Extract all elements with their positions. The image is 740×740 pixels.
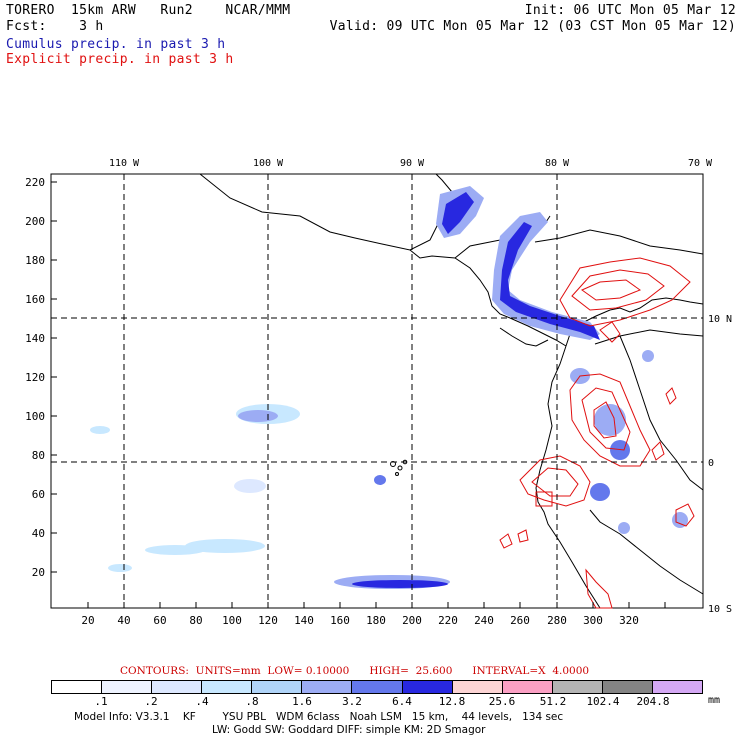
x-tick-label: 180 <box>366 614 386 627</box>
forecast-hour: Fcst: 3 h <box>6 19 104 34</box>
x-tick-label: 240 <box>474 614 494 627</box>
x-tick-label: 120 <box>258 614 278 627</box>
colorbar-swatch <box>402 681 453 693</box>
x-tick-label: 160 <box>330 614 350 627</box>
y-tick-label: 160 <box>25 293 45 306</box>
colorbar-swatch <box>502 681 553 693</box>
y-tick-label: 100 <box>25 410 45 423</box>
colorbar-label: .4 <box>195 695 209 708</box>
y-tick-label: 20 <box>32 566 45 579</box>
precip-map: 110 W 100 W 90 W 80 W 70 W 10 N 0 10 S 2… <box>25 158 732 627</box>
x-tick-label: 260 <box>510 614 530 627</box>
valid-time: Valid: 09 UTC Mon 05 Mar 12 (03 CST Mon … <box>329 19 736 34</box>
x-tick-label: 80 <box>189 614 202 627</box>
x-tick-label: 60 <box>153 614 166 627</box>
colorbar-label: 204.8 <box>636 695 670 708</box>
y-tick-label: 60 <box>32 488 45 501</box>
colorbar-label: 102.4 <box>586 695 620 708</box>
colorbar-swatch <box>302 681 353 693</box>
y-tick-label: 120 <box>25 371 45 384</box>
x-tick-label: 280 <box>547 614 567 627</box>
colorbar-label: .1 <box>94 695 108 708</box>
colorbar-swatch <box>452 681 503 693</box>
colorbar-swatch <box>552 681 603 693</box>
colorbar-swatch <box>52 681 103 693</box>
colorbar-swatch <box>202 681 253 693</box>
lon-label: 70 W <box>688 158 713 169</box>
lat-label: 0 <box>708 458 714 469</box>
colorbar-label: 51.2 <box>539 695 567 708</box>
x-tick-label: 100 <box>222 614 242 627</box>
colorbar-swatch <box>252 681 303 693</box>
colorbar-label: 25.6 <box>488 695 516 708</box>
lon-label: 90 W <box>400 158 425 169</box>
coastlines <box>199 173 704 609</box>
model-title: TORERO 15km ARW Run2 NCAR/MMM <box>6 3 291 18</box>
y-tick-label: 220 <box>25 176 45 189</box>
y-tick-label: 200 <box>25 215 45 228</box>
colorbar-swatch <box>652 681 703 693</box>
y-tick-label: 180 <box>25 254 45 267</box>
colorbar <box>51 680 703 694</box>
map-frame <box>50 173 704 609</box>
lon-label: 100 W <box>253 158 284 169</box>
latlon-grid <box>51 174 703 608</box>
colorbar-units: mm <box>708 695 721 706</box>
colorbar-swatch <box>152 681 203 693</box>
x-tick-label: 200 <box>402 614 422 627</box>
colorbar-label: 6.4 <box>392 695 412 708</box>
colorbar-label: .2 <box>144 695 158 708</box>
cumulus-precip-label: Cumulus precip. in past 3 h <box>6 37 226 52</box>
colorbar-label: .8 <box>245 695 259 708</box>
lon-label: 80 W <box>545 158 570 169</box>
y-tick-label: 40 <box>32 527 45 540</box>
lat-label: 10 S <box>708 604 732 615</box>
axis-ticks <box>51 181 666 608</box>
lat-label: 10 N <box>708 314 732 325</box>
x-tick-label: 40 <box>117 614 130 627</box>
x-tick-label: 20 <box>81 614 94 627</box>
cumulus-precip-fields <box>90 186 688 589</box>
colorbar-label: 12.8 <box>438 695 466 708</box>
colorbar-swatch <box>102 681 153 693</box>
y-tick-label: 140 <box>25 332 45 345</box>
explicit-precip-label: Explicit precip. in past 3 h <box>6 52 234 67</box>
model-info-line: Model Info: V3.3.1 KF YSU PBL WDM 6class… <box>74 711 564 723</box>
physics-info-line: LW: Godd SW: Goddard DIFF: simple KM: 2D… <box>212 724 486 736</box>
x-tick-label: 140 <box>294 614 314 627</box>
colorbar-label: 1.6 <box>292 695 312 708</box>
x-tick-label: 300 <box>583 614 603 627</box>
colorbar-label: 3.2 <box>342 695 362 708</box>
y-tick-label: 80 <box>32 449 45 462</box>
x-tick-label: 220 <box>438 614 458 627</box>
colorbar-swatch <box>602 681 653 693</box>
lon-label: 110 W <box>109 158 140 169</box>
colorbar-swatch <box>352 681 403 693</box>
explicit-precip-contours <box>499 257 695 609</box>
init-time: Init: 06 UTC Mon 05 Mar 12 <box>524 3 736 18</box>
contours-info: CONTOURS: UNITS=mm LOW= 0.10000 HIGH= 25… <box>120 665 590 677</box>
x-tick-label: 320 <box>619 614 639 627</box>
